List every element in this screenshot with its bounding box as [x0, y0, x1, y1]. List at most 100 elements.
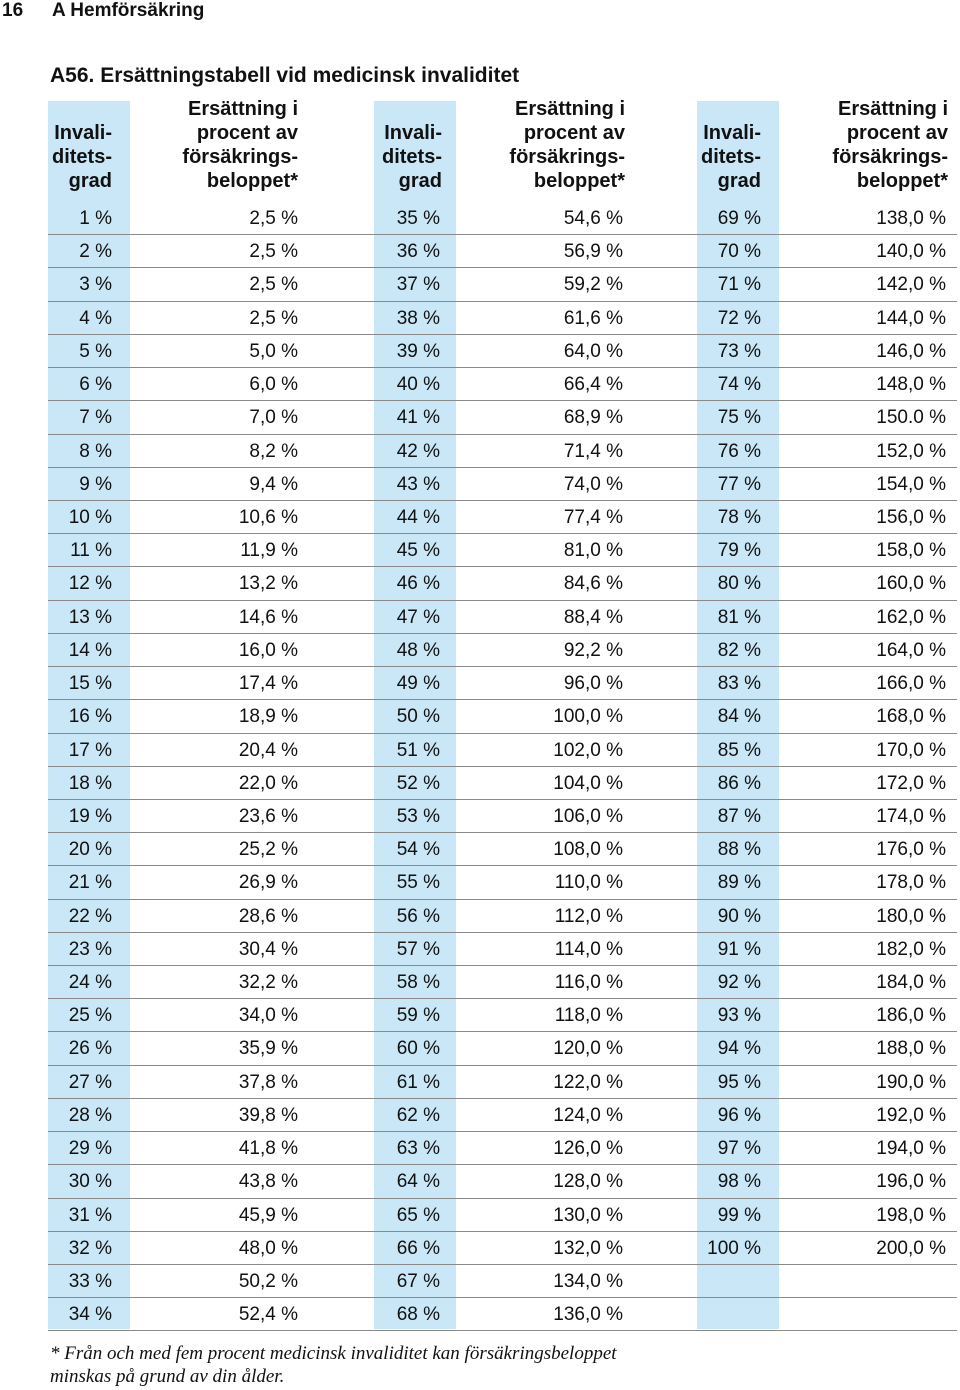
grade-cell: 21 % [68, 872, 112, 894]
percent-cell: 28,6 % [238, 905, 298, 927]
percent-cell: 61,6 % [563, 307, 623, 329]
table-row: 3 % 2,5 % 37 % 59,2 % 71 % 142,0 % [48, 268, 957, 302]
grade-cell: 77 % [717, 473, 761, 495]
table-row: 34 % 52,4 % 68 % 136,0 % [48, 1298, 957, 1332]
grade-cell: 96 % [717, 1104, 761, 1126]
grade-cell: 88 % [717, 839, 761, 861]
percent-cell: 102,0 % [553, 739, 623, 761]
grade-cell: 78 % [717, 506, 761, 528]
percent-cell: 176,0 % [876, 839, 946, 861]
percent-cell: 39,8 % [238, 1104, 298, 1126]
percent-cell: 108,0 % [553, 839, 623, 861]
grade-cell: 29 % [68, 1138, 112, 1160]
percent-cell: 132,0 % [553, 1237, 623, 1259]
percent-cell: 116,0 % [554, 972, 623, 994]
percent-cell: 25,2 % [238, 839, 298, 861]
percent-cell: 146,0 % [876, 340, 946, 362]
table-row: 14 % 16,0 % 48 % 92,2 % 82 % 164,0 % [48, 634, 957, 668]
percent-cell: 188,0 % [876, 1038, 946, 1060]
percent-cell: 20,4 % [238, 739, 298, 761]
table-row: 4 % 2,5 % 38 % 61,6 % 72 % 144,0 % [48, 302, 957, 335]
percent-cell: 178,0 % [876, 872, 946, 894]
grade-cell: 61 % [396, 1071, 440, 1093]
table-row: 22 % 28,6 % 56 % 112,0 % 90 % 180,0 % [48, 900, 957, 933]
grade-cell: 50 % [396, 706, 440, 728]
percent-cell: 140,0 % [876, 241, 946, 263]
grade-cell: 18 % [68, 772, 112, 794]
grade-cell: 75 % [717, 407, 761, 429]
percent-cell: 7,0 % [249, 407, 298, 429]
header-percent: Ersättning i procent av försäkrings- bel… [509, 98, 625, 192]
table-row: 31 % 45,9 % 65 % 130,0 % 99 % 198,0 % [48, 1199, 957, 1232]
percent-cell: 30,4 % [238, 938, 298, 960]
percent-cell: 96,0 % [563, 673, 623, 695]
header-percent: Ersättning i procent av försäkrings- bel… [182, 98, 298, 192]
percent-cell: 17,4 % [238, 673, 298, 695]
grade-cell: 64 % [396, 1171, 440, 1193]
table-row: 5 % 5,0 % 39 % 64,0 % 73 % 146,0 % [48, 335, 957, 369]
grade-cell: 45 % [396, 540, 440, 562]
percent-cell: 45,9 % [238, 1204, 298, 1226]
percent-cell: 138,0 % [876, 208, 946, 229]
grade-cell: 3 % [79, 274, 112, 296]
table-row: 2 % 2,5 % 36 % 56,9 % 70 % 140,0 % [48, 235, 957, 269]
grade-cell: 43 % [396, 473, 440, 495]
compensation-table: Invali- ditets- grad Ersättning i procen… [48, 98, 957, 1332]
table-row: 21 % 26,9 % 55 % 110,0 % 89 % 178,0 % [48, 866, 957, 900]
grade-cell: 8 % [79, 440, 112, 462]
percent-cell: 41,8 % [238, 1138, 298, 1160]
grade-cell: 37 % [396, 274, 440, 296]
grade-cell: 36 % [396, 241, 440, 263]
table-row: 28 % 39,8 % 62 % 124,0 % 96 % 192,0 % [48, 1099, 957, 1133]
percent-cell: 2,5 % [249, 241, 298, 263]
table-row: 16 % 18,9 % 50 % 100,0 % 84 % 168,0 % [48, 700, 957, 734]
percent-cell: 118,0 % [554, 1005, 623, 1027]
table-row: 25 % 34,0 % 59 % 118,0 % 93 % 186,0 % [48, 999, 957, 1033]
grade-cell: 23 % [68, 938, 112, 960]
percent-cell: 8,2 % [249, 440, 298, 462]
grade-cell: 47 % [396, 606, 440, 628]
table-row: 27 % 37,8 % 61 % 122,0 % 95 % 190,0 % [48, 1066, 957, 1099]
percent-cell: 158,0 % [876, 540, 946, 562]
page-header-title: A Hemförsäkring [52, 0, 205, 21]
grade-cell: 59 % [396, 1005, 440, 1027]
grade-cell: 76 % [717, 440, 761, 462]
percent-cell: 192,0 % [876, 1104, 946, 1126]
grade-cell: 90 % [717, 905, 761, 927]
grade-cell: 54 % [396, 839, 440, 861]
table-row: 8 % 8,2 % 42 % 71,4 % 76 % 152,0 % [48, 435, 957, 468]
percent-cell: 52,4 % [238, 1304, 298, 1326]
grade-column-background [697, 101, 779, 1329]
grade-cell: 14 % [68, 639, 112, 661]
percent-cell: 10,6 % [238, 506, 298, 528]
percent-cell: 50,2 % [238, 1271, 298, 1292]
table-row: 17 % 20,4 % 51 % 102,0 % 85 % 170,0 % [48, 734, 957, 767]
grade-cell: 52 % [396, 772, 440, 794]
table-row: 12 % 13,2 % 46 % 84,6 % 80 % 160,0 % [48, 567, 957, 601]
percent-cell: 66,4 % [563, 374, 623, 396]
percent-cell: 168,0 % [876, 706, 946, 728]
grade-cell: 95 % [717, 1071, 761, 1093]
percent-cell: 2,5 % [249, 307, 298, 329]
grade-cell: 11 % [70, 540, 112, 562]
percent-cell: 164,0 % [876, 639, 946, 661]
grade-cell: 6 % [79, 374, 112, 396]
grade-cell: 13 % [68, 606, 112, 628]
grade-cell: 40 % [396, 374, 440, 396]
percent-cell: 186,0 % [876, 1005, 946, 1027]
page-number: 16 [2, 0, 24, 21]
grade-cell: 7 % [79, 407, 112, 429]
grade-cell: 22 % [68, 905, 112, 927]
percent-cell: 130,0 % [553, 1204, 623, 1226]
grade-cell: 1 % [79, 208, 112, 229]
header-grade: Invali- ditets- grad [382, 122, 442, 192]
table-row: 1 % 2,5 % 35 % 54,6 % 69 % 138,0 % [48, 202, 957, 236]
percent-cell: 150.0 % [876, 407, 946, 429]
grade-cell: 94 % [717, 1038, 761, 1060]
percent-cell: 106,0 % [553, 805, 623, 827]
percent-cell: 74,0 % [563, 473, 623, 495]
grade-cell: 15 % [68, 673, 112, 695]
grade-cell: 33 % [68, 1271, 112, 1292]
percent-cell: 26,9 % [238, 872, 298, 894]
grade-cell: 89 % [717, 872, 761, 894]
